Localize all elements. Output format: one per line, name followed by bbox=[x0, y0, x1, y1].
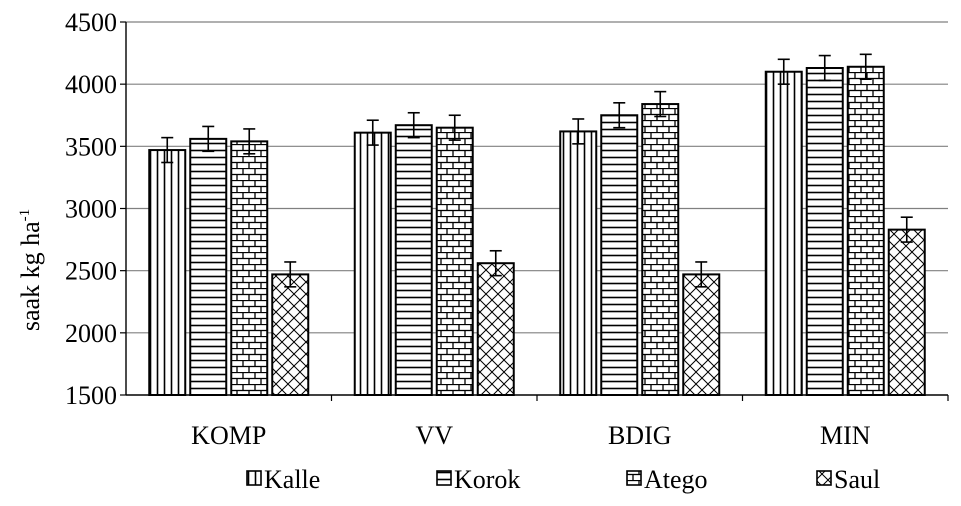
error-bar bbox=[161, 136, 174, 164]
error-bar bbox=[859, 53, 872, 80]
error-bar bbox=[654, 90, 667, 118]
x-category-labels: KOMP VV BDIG MIN bbox=[191, 421, 871, 450]
error-bar bbox=[695, 261, 708, 288]
error-bar bbox=[572, 118, 585, 145]
bar-kalle-bdig bbox=[559, 130, 598, 396]
error-bar bbox=[900, 216, 913, 243]
legend-label: Korok bbox=[454, 465, 520, 494]
y-tick-label: 4000 bbox=[65, 70, 117, 99]
x-category-label: BDIG bbox=[608, 421, 672, 450]
error-bar bbox=[243, 128, 256, 155]
bar-korok-bdig bbox=[600, 114, 639, 396]
y-tick-label: 3500 bbox=[65, 132, 117, 161]
y-tick-label: 3000 bbox=[65, 195, 117, 224]
error-bar bbox=[284, 261, 297, 288]
y-axis-title-superscript: -1 bbox=[17, 209, 33, 222]
error-bars-group bbox=[161, 53, 913, 288]
bar-kalle-komp bbox=[148, 149, 187, 396]
legend-swatch bbox=[436, 470, 452, 486]
bar-korok-komp bbox=[189, 137, 228, 397]
bar-kalle-min bbox=[764, 70, 803, 396]
bar-atego-min bbox=[846, 65, 885, 396]
error-bar bbox=[777, 58, 790, 85]
bar-atego-vv bbox=[435, 126, 474, 397]
error-bar bbox=[613, 102, 626, 129]
legend-swatch bbox=[626, 470, 642, 486]
legend-item-kalle: Kalle bbox=[246, 465, 320, 494]
legend-label: Saul bbox=[834, 465, 880, 494]
error-bar bbox=[489, 249, 502, 277]
legend-item-atego: Atego bbox=[626, 465, 708, 494]
y-tick-label: 4500 bbox=[65, 8, 117, 37]
bar-saul-min bbox=[887, 228, 926, 396]
y-tick-label: 1500 bbox=[65, 381, 117, 410]
x-category-label: VV bbox=[415, 421, 453, 450]
bar-saul-vv bbox=[476, 262, 515, 396]
bar-korok-min bbox=[805, 67, 844, 397]
y-axis-title-main: saak kg ha bbox=[16, 221, 45, 331]
bar-saul-bdig bbox=[682, 273, 721, 396]
error-bar bbox=[366, 119, 379, 146]
bar-saul-komp bbox=[271, 273, 310, 396]
y-tick-label: 2500 bbox=[65, 257, 117, 286]
legend-swatch bbox=[816, 470, 832, 486]
error-bar bbox=[448, 114, 461, 141]
legend-item-saul: Saul bbox=[816, 465, 880, 494]
y-tick-labels: 1500 2000 2500 3000 3500 4000 4500 bbox=[65, 8, 117, 410]
error-bar bbox=[407, 111, 420, 139]
x-category-label: MIN bbox=[820, 421, 871, 450]
y-axis-title: saak kg ha-1 bbox=[16, 209, 45, 331]
axes-group bbox=[120, 21, 949, 401]
error-bar bbox=[202, 125, 215, 153]
y-tick-label: 2000 bbox=[65, 319, 117, 348]
legend-label: Atego bbox=[644, 465, 708, 494]
bar-kalle-vv bbox=[353, 131, 392, 396]
legend: Kalle Korok Atego Saul bbox=[246, 465, 880, 494]
legend-swatch bbox=[246, 470, 262, 486]
bars-group bbox=[148, 65, 926, 397]
legend-item-korok: Korok bbox=[436, 465, 520, 494]
error-bar bbox=[818, 54, 831, 82]
bar-korok-vv bbox=[394, 124, 433, 397]
bar-atego-bdig bbox=[641, 103, 680, 396]
legend-label: Kalle bbox=[264, 465, 320, 494]
x-category-label: KOMP bbox=[191, 421, 266, 450]
bar-atego-komp bbox=[230, 140, 269, 396]
